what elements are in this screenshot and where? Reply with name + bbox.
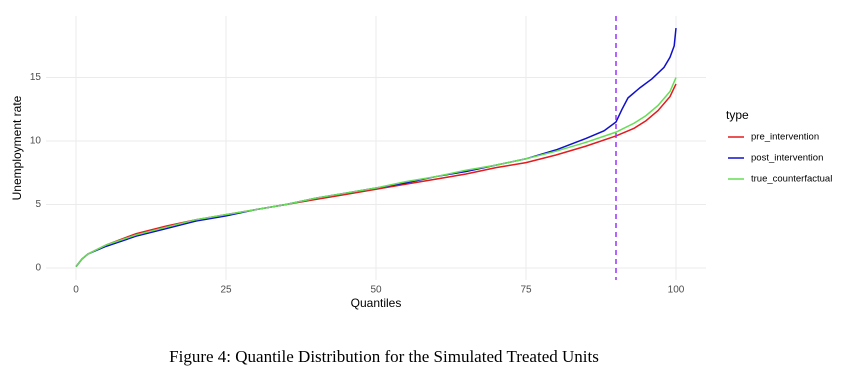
- x-tick-label: 75: [520, 285, 532, 296]
- y-tick-label: 5: [35, 199, 41, 210]
- y-tick-label: 10: [30, 136, 42, 147]
- x-tick-label: 50: [370, 285, 382, 296]
- y-tick-label: 0: [35, 263, 41, 274]
- x-axis-title: Quantiles: [351, 296, 402, 310]
- x-tick-label: 100: [668, 285, 685, 296]
- x-tick-label: 0: [73, 285, 79, 296]
- legend-title: type: [726, 108, 749, 122]
- legend-label: pre_intervention: [751, 132, 819, 143]
- x-tick-label: 25: [220, 285, 232, 296]
- y-axis-title: Unemployment rate: [10, 95, 24, 200]
- line: [75, 77, 677, 268]
- caption: Figure 4: Quantile Distribution for the …: [169, 347, 599, 366]
- legend-label: post_intervention: [751, 153, 823, 164]
- legend-label: true_counterfactual: [751, 174, 832, 185]
- line: [75, 83, 677, 268]
- y-tick-label: 15: [30, 72, 42, 83]
